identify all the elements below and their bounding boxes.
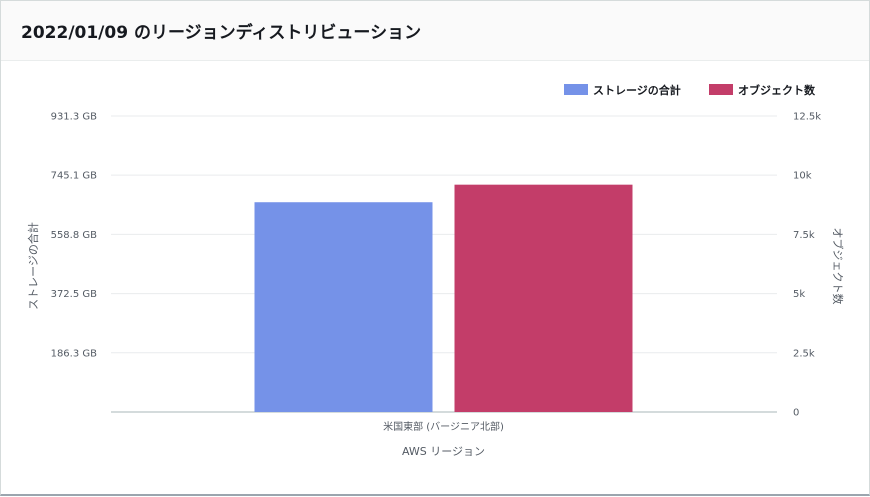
y-left-tick-label: 372.5 GB: [51, 289, 98, 300]
y-right-tick-label: 12.5k: [793, 112, 821, 123]
bar-object-count: [454, 184, 633, 412]
y-left-tick-label: 931.3 GB: [51, 112, 98, 123]
legend-swatch-storage: [564, 84, 588, 95]
y-right-tick-label: 2.5k: [793, 348, 815, 359]
chart-title: 2022/01/09 のリージョンディストリビューション: [21, 23, 422, 43]
panel-header: 2022/01/09 のリージョンディストリビューション: [1, 1, 869, 61]
y-left-tick-label: 745.1 GB: [51, 171, 98, 182]
y-right-axis-title: オブジェクト数: [831, 228, 845, 305]
y-right-tick-label: 5k: [793, 289, 805, 300]
x-axis-title: AWS リージョン: [402, 445, 485, 458]
y-left-tick-label: 558.8 GB: [51, 230, 98, 241]
legend-label-objects: オブジェクト数: [738, 83, 816, 97]
y-left-tick-label: 186.3 GB: [51, 348, 98, 359]
y-left-axis-title: ストレージの合計: [26, 222, 40, 310]
y-right-tick-label: 0: [793, 408, 799, 419]
legend-swatch-objects: [709, 84, 733, 95]
bar-storage-total: [254, 202, 433, 412]
y-right-tick-label: 10k: [793, 171, 812, 182]
x-tick-label: 米国東部 (バージニア北部): [383, 420, 504, 433]
y-right-tick-label: 7.5k: [793, 230, 815, 241]
legend-label-storage: ストレージの合計: [593, 83, 681, 97]
